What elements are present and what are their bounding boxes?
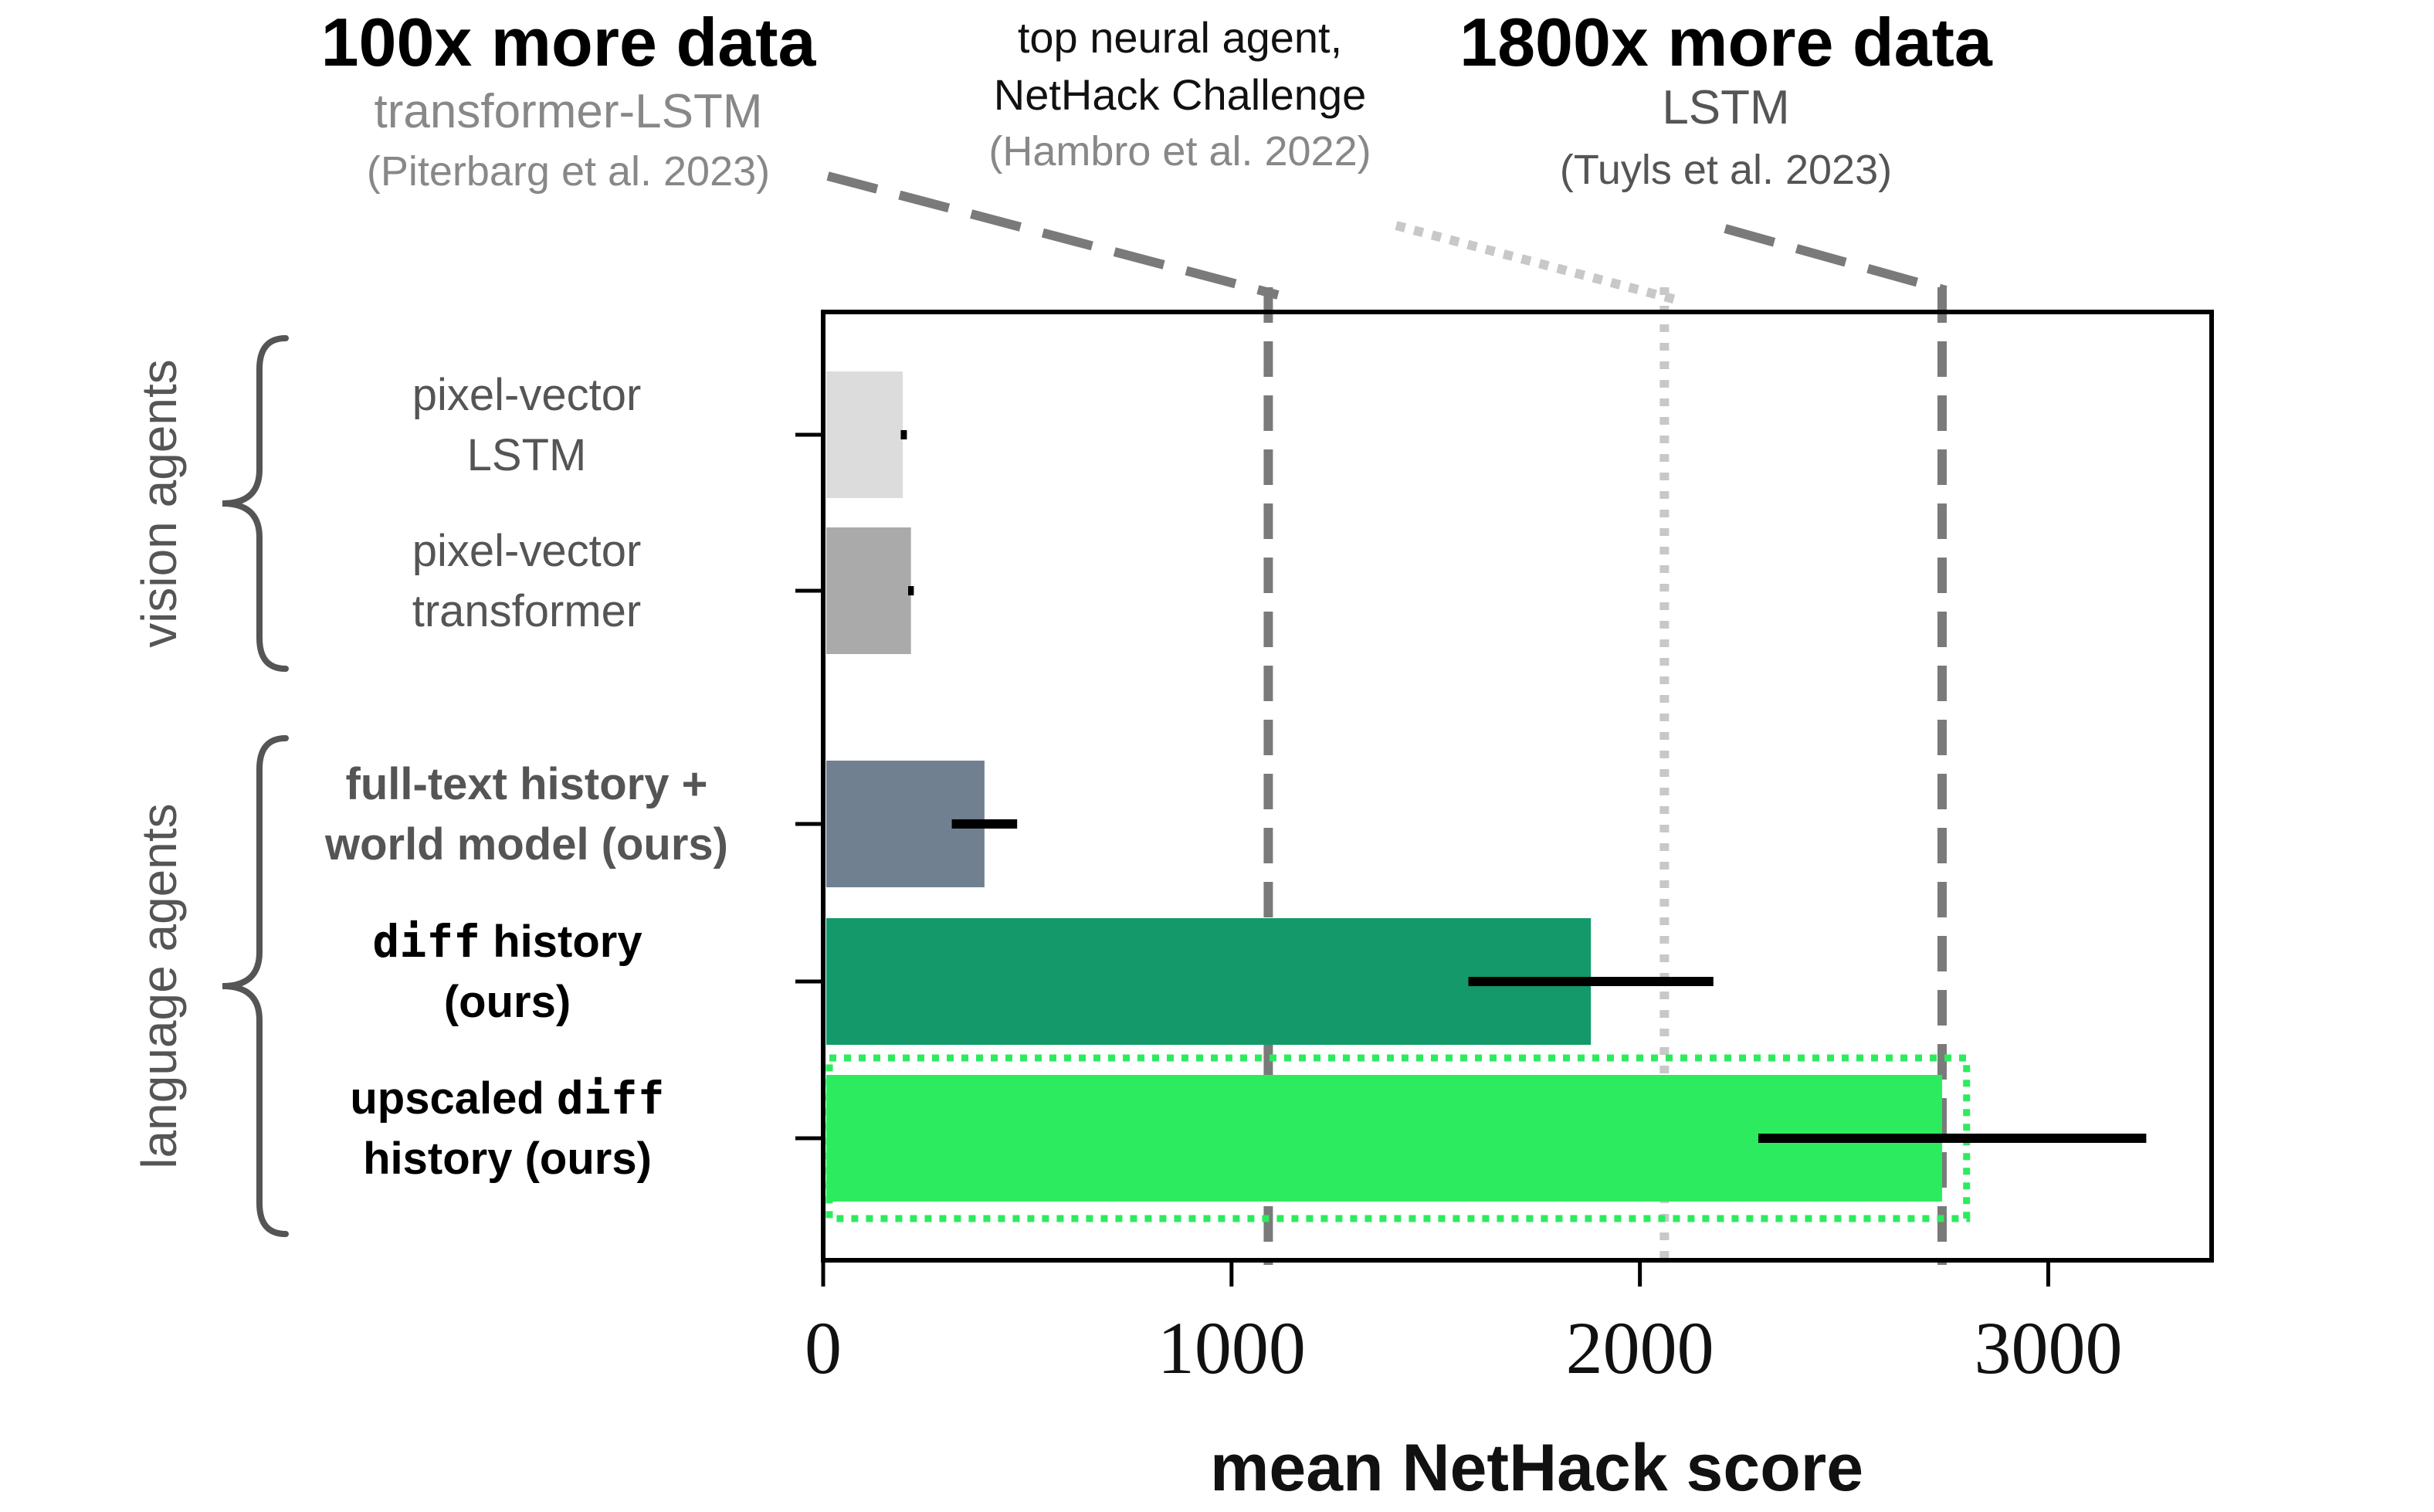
- bar-label-2-line-0: full-text history +: [346, 759, 708, 809]
- bar-0: [826, 371, 903, 498]
- reference-citation-2: (Tuyls et al. 2023): [1560, 147, 1892, 193]
- bar-label-1-line-1: transformer: [412, 586, 642, 636]
- reference-model-1: top neural agent,: [1018, 13, 1342, 62]
- bar-label-4-line-1: history (ours): [363, 1134, 652, 1184]
- group-label-0: vision agents: [131, 359, 187, 648]
- bar-label-0-line-0: pixel-vector: [412, 370, 642, 420]
- reference-citation-1: (Hambro et al. 2022): [988, 128, 1371, 175]
- bars-layer: [825, 371, 2147, 1222]
- reference-connector-2: [1724, 224, 1948, 295]
- x-tick-label-1: 1000: [1158, 1307, 1306, 1389]
- x-tick-label-0: 0: [805, 1307, 842, 1389]
- bar-3: [826, 918, 1592, 1045]
- plot-frame-layer: [821, 310, 2214, 1263]
- bar-1: [826, 527, 911, 654]
- reference-headline-2: 1800x more data: [1459, 4, 1993, 80]
- group-label-1: language agents: [131, 803, 187, 1168]
- reference-headline-0: 100x more data: [321, 4, 817, 80]
- group-brace-0: [222, 335, 289, 672]
- bar-4: [826, 1075, 1942, 1202]
- bar-label-3-line-0: diff history: [372, 915, 642, 968]
- plot-frame: [821, 310, 2214, 1263]
- x-tick-label-2: 2000: [1566, 1307, 1714, 1389]
- bar-label-4-line-0: upscaled diff: [350, 1072, 664, 1124]
- category-labels-layer: pixel-vector LSTM pixel-vector transformer f…: [324, 370, 728, 1184]
- group-brackets-layer: vision agents language agents: [131, 335, 289, 1237]
- bar-label-0-line-1: LSTM: [467, 430, 587, 480]
- reference-model2-1: NetHack Challenge: [994, 70, 1366, 119]
- x-axis-layer: 0 1000 2000 3000 mean NetHack score: [795, 432, 2122, 1505]
- reference-citation-0: (Piterbarg et al. 2023): [367, 148, 770, 195]
- bar-label-2-line-1: world model (ours): [324, 819, 728, 870]
- x-tick-label-3: 3000: [1974, 1307, 2122, 1389]
- reference-model-2: LSTM: [1662, 81, 1789, 134]
- x-axis-label: mean NetHack score: [1210, 1431, 1863, 1505]
- bar-label-1-line-0: pixel-vector: [412, 526, 642, 576]
- group-brace-1: [222, 735, 289, 1237]
- bar-label-3-line-1: (ours): [444, 977, 571, 1027]
- reference-connector-0: [826, 171, 1280, 300]
- reference-connector-1: [1395, 221, 1677, 304]
- reference-model-0: transformer-LSTM: [375, 85, 763, 138]
